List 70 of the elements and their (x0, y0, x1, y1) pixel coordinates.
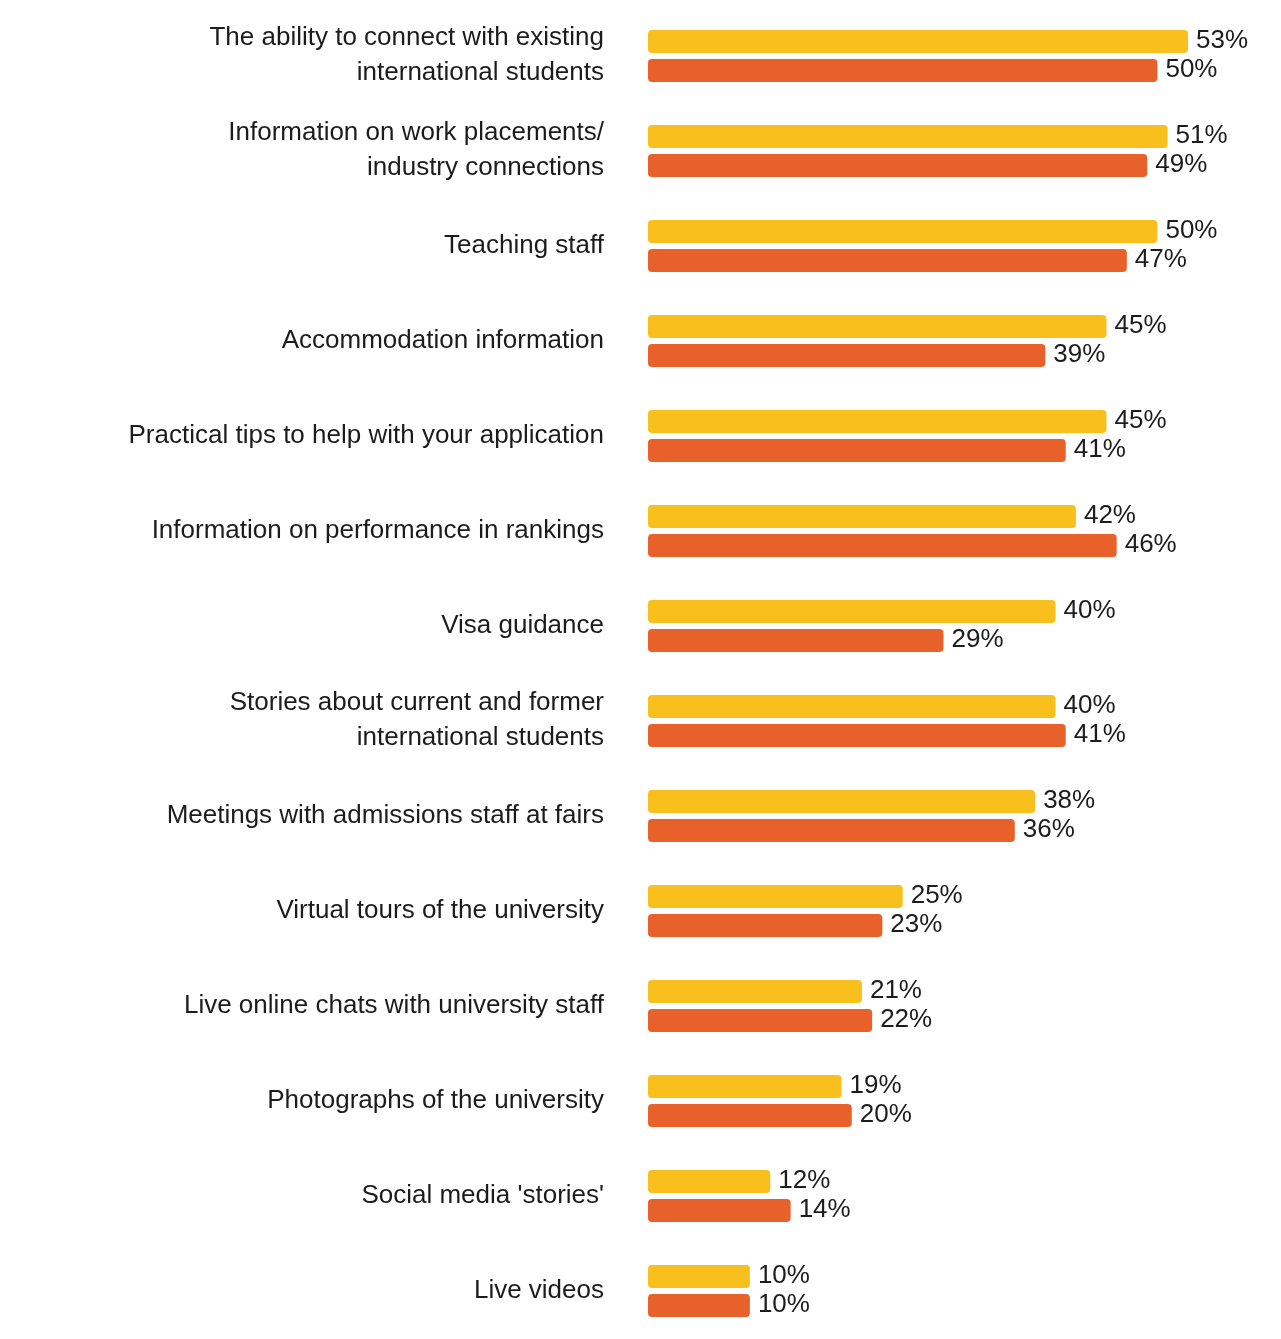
bar (648, 885, 903, 908)
bar (648, 125, 1168, 148)
y-tick-label: Virtual tours of the university (276, 893, 604, 924)
bar (648, 819, 1015, 842)
bar (648, 914, 883, 937)
data-label: 50% (1165, 53, 1218, 84)
bar (648, 1170, 771, 1193)
bar (648, 790, 1036, 813)
bar (648, 59, 1158, 82)
bar (648, 315, 1107, 338)
bar (648, 724, 1066, 747)
y-tick-label: Meetings with admissions staff at fairs (166, 798, 604, 829)
data-label: 41% (1073, 433, 1126, 464)
data-label: 46% (1124, 528, 1177, 559)
y-tick-label: Stories about current and former international students (229, 685, 605, 751)
bar (648, 1075, 842, 1098)
y-tick-label: Accommodation information (281, 323, 604, 354)
bar (648, 980, 862, 1003)
y-tick-label: Visa guidance (441, 608, 604, 639)
bar (648, 1104, 852, 1127)
data-label: 45% (1114, 309, 1167, 340)
bar (648, 1265, 750, 1288)
bar (648, 154, 1148, 177)
data-label: 29% (951, 623, 1004, 654)
y-tick-label: Practical tips to help with your application (128, 418, 604, 449)
data-label: 23% (890, 908, 943, 939)
data-label: 14% (798, 1193, 851, 1224)
y-tick-label: Teaching staff (444, 228, 605, 259)
data-label: 49% (1155, 148, 1208, 179)
data-label: 10% (757, 1259, 810, 1290)
bar (648, 600, 1056, 623)
data-label: 41% (1073, 718, 1126, 749)
bar (648, 695, 1056, 718)
data-label: 19% (849, 1069, 902, 1100)
data-label: 40% (1063, 594, 1116, 625)
y-tick-label: Information on work placements/ industry connections (228, 115, 605, 181)
data-label: 22% (880, 1003, 933, 1034)
bar (648, 1294, 750, 1317)
y-tick-label: The ability to connect with existing international students (209, 20, 604, 86)
bar (648, 505, 1076, 528)
data-label: 21% (869, 974, 923, 1005)
y-tick-label: Social media 'stories' (361, 1178, 604, 1209)
data-label: 38% (1043, 784, 1096, 815)
y-tick-label: Information on performance in rankings (151, 513, 604, 544)
bar (648, 439, 1066, 462)
data-label: 25% (910, 879, 963, 910)
data-label: 12% (778, 1164, 831, 1195)
data-label: 47% (1134, 243, 1187, 274)
data-label: 39% (1053, 338, 1106, 369)
data-label: 45% (1114, 404, 1167, 435)
data-label: 36% (1022, 813, 1075, 844)
bar (648, 249, 1127, 272)
data-label: 40% (1063, 689, 1116, 720)
data-label: 20% (859, 1098, 912, 1129)
y-tick-label: Photographs of the university (267, 1083, 604, 1114)
bar (648, 629, 944, 652)
data-label: 10% (757, 1288, 810, 1319)
bar (648, 534, 1117, 557)
bar (648, 344, 1046, 367)
data-label: 42% (1083, 499, 1136, 530)
y-tick-label: Live online chats with university staff (183, 988, 605, 1019)
bar (648, 410, 1107, 433)
data-label: 53% (1196, 24, 1249, 55)
data-label: 50% (1165, 214, 1218, 245)
bar (648, 1009, 873, 1032)
bar (648, 30, 1188, 53)
data-label: 51% (1175, 119, 1228, 150)
bar (648, 1199, 791, 1222)
y-tick-label: Live videos (473, 1273, 604, 1304)
bar (648, 220, 1158, 243)
